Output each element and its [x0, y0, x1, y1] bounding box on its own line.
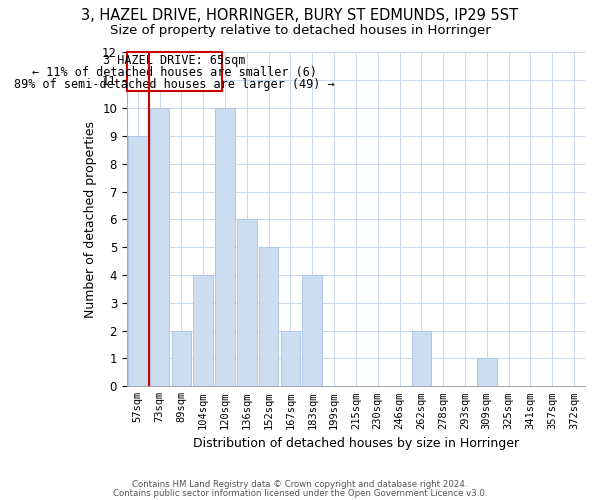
Bar — [412, 330, 431, 386]
Bar — [237, 220, 257, 386]
Bar — [259, 247, 278, 386]
Text: 3, HAZEL DRIVE, HORRINGER, BURY ST EDMUNDS, IP29 5ST: 3, HAZEL DRIVE, HORRINGER, BURY ST EDMUN… — [82, 8, 518, 22]
Text: ← 11% of detached houses are smaller (6): ← 11% of detached houses are smaller (6) — [32, 66, 317, 79]
Bar — [302, 275, 322, 386]
Text: Contains public sector information licensed under the Open Government Licence v3: Contains public sector information licen… — [113, 489, 487, 498]
Bar — [150, 108, 169, 386]
Bar — [281, 330, 300, 386]
FancyBboxPatch shape — [127, 52, 222, 91]
Bar — [172, 330, 191, 386]
Bar — [215, 108, 235, 386]
Text: 3 HAZEL DRIVE: 65sqm: 3 HAZEL DRIVE: 65sqm — [103, 54, 246, 67]
Text: 89% of semi-detached houses are larger (49) →: 89% of semi-detached houses are larger (… — [14, 78, 335, 91]
Text: Size of property relative to detached houses in Horringer: Size of property relative to detached ho… — [110, 24, 490, 37]
Bar — [477, 358, 497, 386]
Text: Contains HM Land Registry data © Crown copyright and database right 2024.: Contains HM Land Registry data © Crown c… — [132, 480, 468, 489]
Bar — [193, 275, 213, 386]
Bar — [128, 136, 148, 386]
X-axis label: Distribution of detached houses by size in Horringer: Distribution of detached houses by size … — [193, 437, 519, 450]
Y-axis label: Number of detached properties: Number of detached properties — [83, 121, 97, 318]
